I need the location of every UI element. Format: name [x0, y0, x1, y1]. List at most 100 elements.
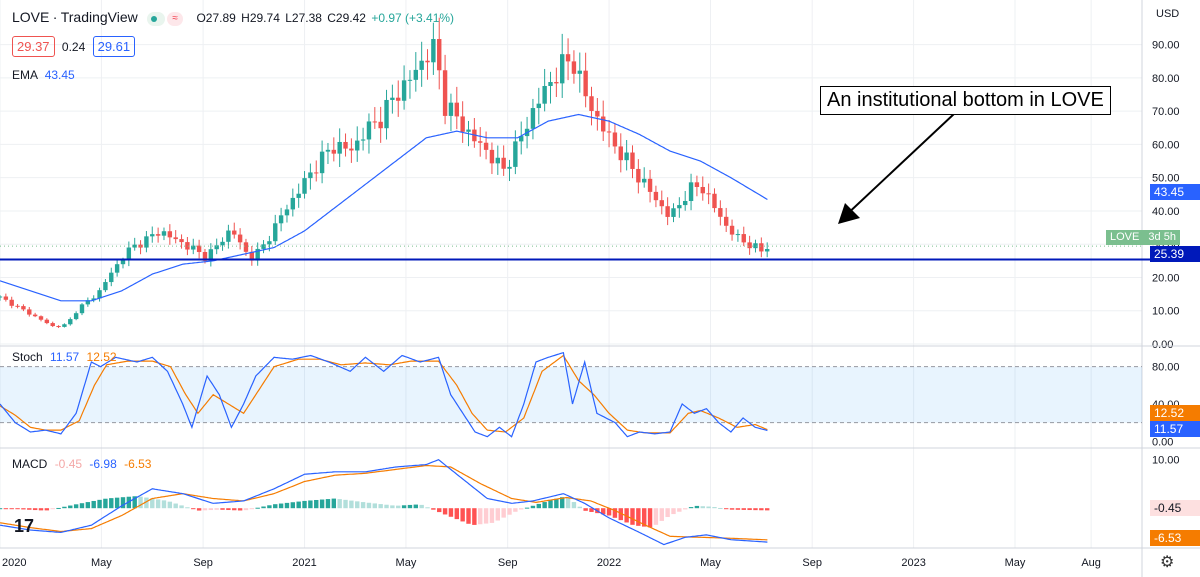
candle-body	[729, 225, 735, 235]
macd-hist-bar	[319, 499, 325, 509]
candle-body	[226, 230, 231, 242]
settings-gear-icon[interactable]: ⚙	[1160, 554, 1175, 571]
candle-body	[747, 242, 752, 249]
stoch-legend[interactable]: Stoch 11.57 12.52	[12, 350, 117, 364]
candle-body	[513, 141, 518, 167]
macd-legend[interactable]: MACD -0.45 -6.98 -6.53	[12, 457, 151, 471]
macd-hist-bar	[343, 499, 348, 509]
candle-body	[314, 172, 319, 174]
stoch-k-line	[0, 351, 768, 438]
annotation-callout[interactable]: An institutional bottom in LOVE	[820, 86, 1111, 115]
candle-body	[519, 136, 524, 142]
macd-hist-value: -0.45	[54, 457, 83, 471]
candle-body	[249, 251, 255, 261]
symbol-separator: ·	[52, 9, 58, 25]
candle-body	[589, 96, 594, 111]
macd-hist-bar	[378, 504, 383, 509]
candle-body	[618, 146, 623, 161]
sell-button[interactable]: 29.37	[12, 36, 55, 57]
macd-hist-bar	[237, 508, 243, 511]
candle-body	[583, 70, 588, 97]
macd-hist-bar	[120, 497, 126, 509]
macd-hist-bar	[413, 504, 419, 509]
candle-body	[132, 244, 137, 248]
macd-hist-bar	[132, 496, 137, 509]
ema-line	[0, 113, 768, 302]
candle-body	[624, 152, 629, 161]
macd-hist-bar	[62, 506, 67, 509]
candle-body	[706, 193, 711, 195]
stoch-d-value: 12.52	[86, 350, 117, 364]
macd-hist-bar	[390, 505, 395, 509]
macd-hist-bar	[91, 500, 96, 509]
candle-body	[0, 296, 3, 298]
countdown-value: 3d 5h	[1148, 231, 1176, 243]
candle-body	[144, 236, 149, 248]
macd-hist-bar	[138, 496, 143, 509]
macd-hist-bar	[519, 508, 524, 510]
macd-hist-bar	[79, 503, 85, 509]
macd-hist-bar	[442, 508, 448, 515]
macd-hist-bar	[103, 498, 108, 509]
stoch-k-value: 11.57	[50, 350, 80, 364]
candle-body	[319, 151, 325, 174]
candle-body	[261, 244, 266, 249]
candle-body	[302, 178, 307, 194]
macd-hist-bar	[220, 508, 225, 510]
macd-hist-bar	[507, 508, 512, 515]
candle-body	[642, 178, 647, 183]
macd-hist-bar	[355, 501, 360, 509]
candle-body	[542, 85, 547, 104]
spread-value: 0.24	[61, 40, 86, 54]
ema-legend[interactable]: EMA 43.45	[12, 68, 75, 82]
candle-body	[448, 102, 454, 116]
macd-hist-bar	[606, 508, 612, 516]
candle-body	[442, 70, 448, 116]
time-tick-label: Sep	[802, 557, 822, 569]
candle-body	[56, 326, 61, 328]
macd-hist-bar	[273, 504, 278, 509]
candle-body	[120, 260, 126, 265]
symbol-name[interactable]: LOVE	[12, 9, 50, 25]
time-tick-label: May	[396, 557, 417, 569]
macd-hist-bar	[32, 508, 38, 511]
stoch-d-tag: 12.52	[1150, 405, 1200, 421]
price-tick-label: 90.00	[1152, 40, 1180, 52]
candle-body	[343, 141, 348, 149]
macd-hist-bar	[208, 508, 214, 511]
tradingview-logo-icon[interactable]: 17	[14, 516, 35, 536]
macd-hist-bar	[548, 500, 553, 509]
candle-body	[308, 172, 313, 179]
macd-hist-bar	[759, 508, 764, 511]
macd-hist-bar	[21, 508, 26, 510]
candle-body	[91, 298, 96, 301]
candle-body	[185, 242, 190, 250]
buy-button[interactable]: 29.61	[92, 36, 136, 57]
macd-hist-bar	[337, 499, 342, 509]
candle-body	[677, 205, 682, 209]
candle-body	[396, 97, 401, 101]
last-price-symbol: LOVE	[1110, 231, 1140, 243]
candle-body	[688, 182, 694, 202]
candle-body	[571, 61, 577, 74]
macd-hist-bar	[161, 500, 167, 509]
macd-hist-bar	[489, 508, 495, 523]
candle-body	[565, 54, 571, 62]
data-status-icon[interactable]: ≈	[167, 11, 184, 26]
candle-body	[431, 39, 436, 63]
macd-tick-label: 10.00	[1152, 455, 1180, 467]
macd-hist-bar	[38, 508, 44, 511]
high-value: H29.74	[241, 11, 280, 25]
candle-body	[97, 290, 102, 299]
currency-label[interactable]: USD	[1156, 8, 1180, 20]
macd-hist-bar	[109, 498, 114, 509]
market-open-icon[interactable]	[147, 11, 166, 26]
macd-hist-bar	[360, 502, 366, 509]
candle-body	[62, 324, 67, 327]
candle-body	[401, 80, 407, 101]
macd-hist-bar	[202, 508, 208, 511]
price-tick-label: 50.00	[1152, 173, 1180, 185]
macd-hist-bar	[44, 508, 50, 511]
macd-hist-bar	[226, 508, 231, 511]
